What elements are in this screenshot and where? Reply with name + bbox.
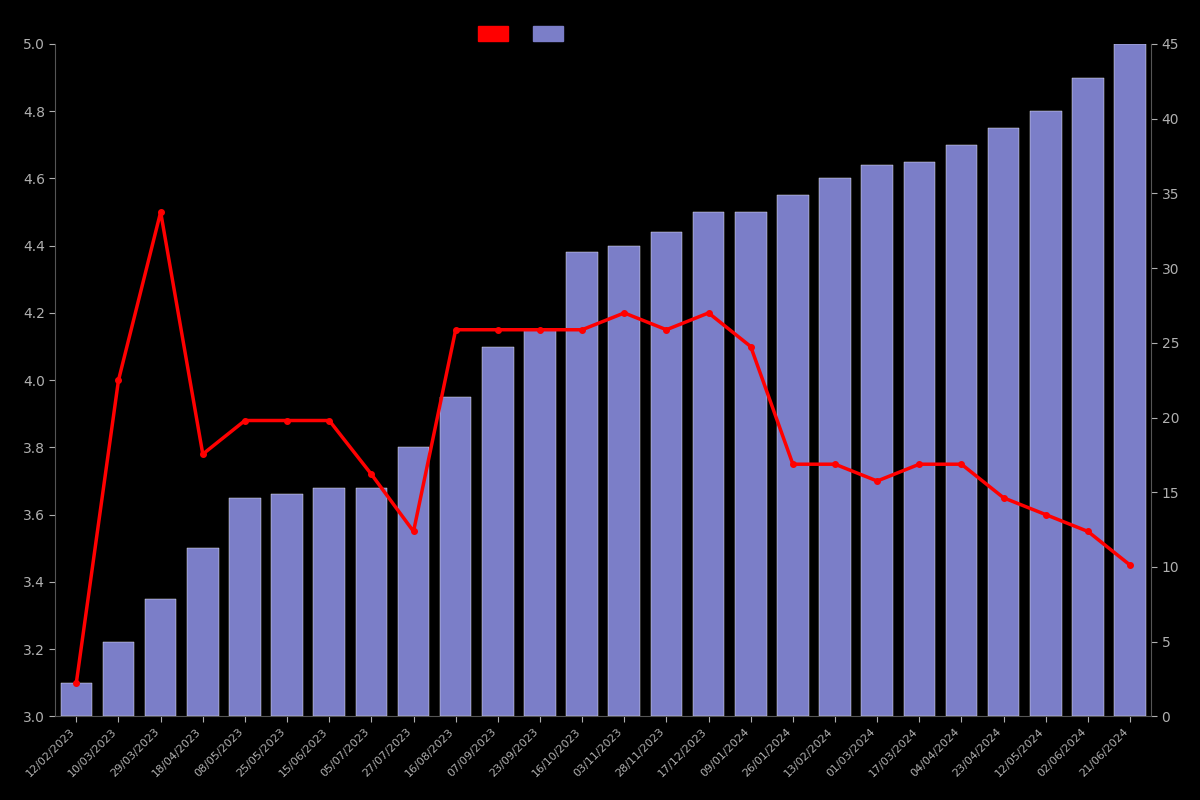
Bar: [988, 128, 1020, 716]
Bar: [397, 447, 430, 716]
Bar: [650, 232, 683, 716]
Bar: [734, 212, 767, 716]
Bar: [482, 346, 514, 716]
Bar: [187, 548, 218, 716]
Legend: , : ,: [470, 18, 583, 50]
Bar: [313, 488, 346, 716]
Bar: [820, 178, 851, 716]
Bar: [862, 165, 893, 716]
Bar: [1030, 111, 1062, 716]
Bar: [103, 642, 134, 716]
Bar: [145, 598, 176, 716]
Bar: [355, 488, 388, 716]
Bar: [946, 145, 977, 716]
Bar: [271, 494, 302, 716]
Bar: [608, 246, 640, 716]
Bar: [1072, 78, 1104, 716]
Bar: [904, 162, 935, 716]
Bar: [1115, 44, 1146, 716]
Bar: [524, 330, 556, 716]
Bar: [440, 397, 472, 716]
Bar: [692, 212, 725, 716]
Bar: [778, 195, 809, 716]
Bar: [229, 498, 260, 716]
Bar: [60, 682, 92, 716]
Bar: [566, 253, 598, 716]
